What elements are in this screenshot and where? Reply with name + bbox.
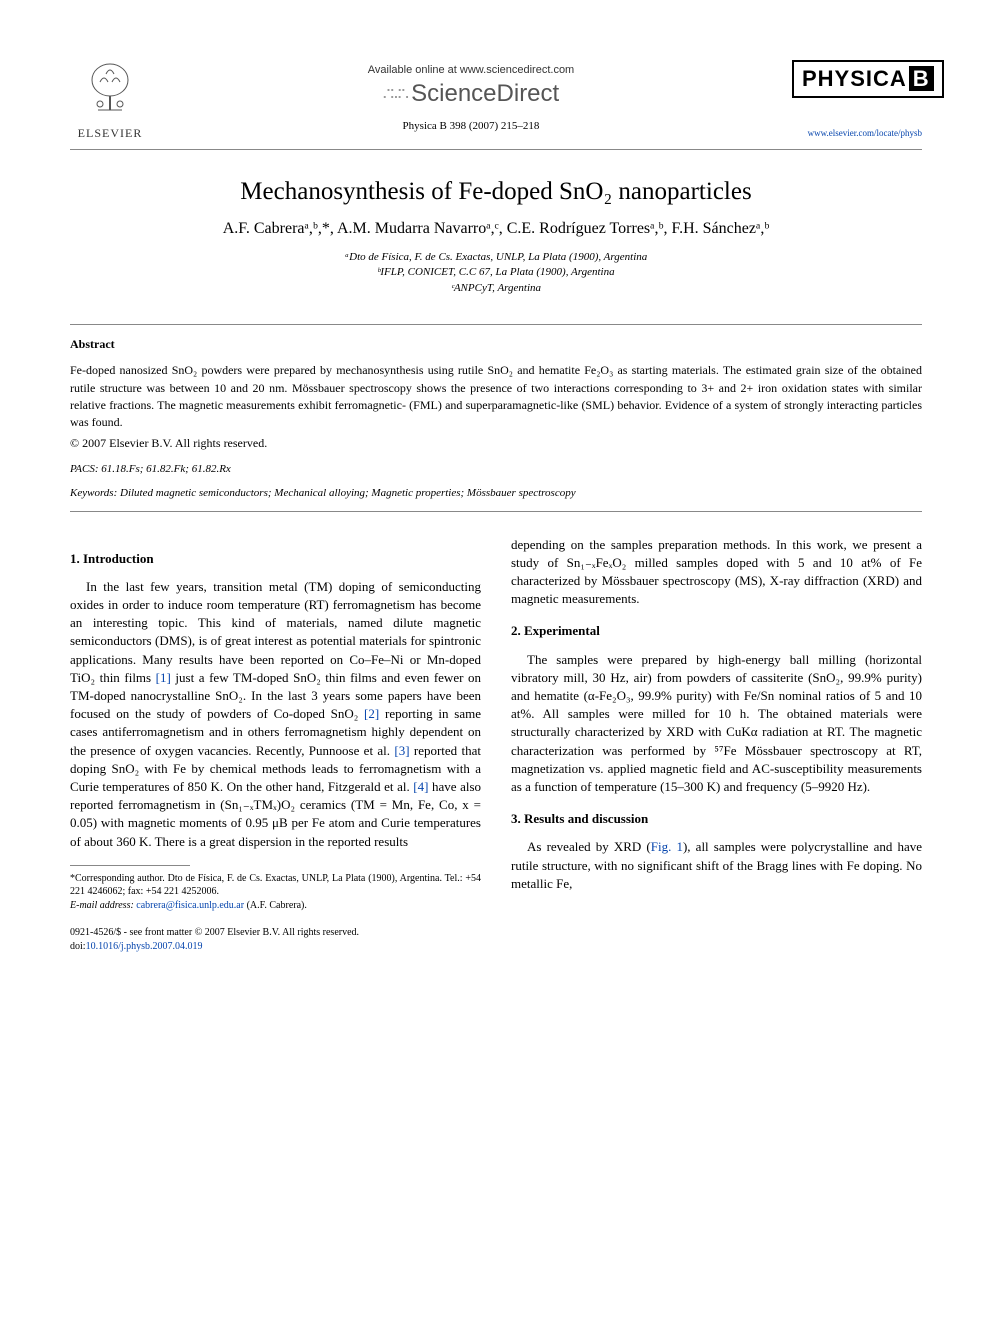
header-row: ELSEVIER Available online at www.science… bbox=[70, 60, 922, 141]
paper-title: Mechanosynthesis of Fe-doped SnO₂ nanopa… bbox=[70, 178, 922, 206]
doi-label: doi: bbox=[70, 941, 86, 952]
intro-paragraph-1: In the last few years, transition metal … bbox=[70, 578, 481, 851]
ref-link-1[interactable]: [1] bbox=[156, 670, 171, 685]
journal-url-link[interactable]: www.elsevier.com/locate/physb bbox=[808, 128, 922, 138]
fig-link-1[interactable]: Fig. 1 bbox=[651, 839, 683, 854]
physica-b-logo: PHYSICAB bbox=[792, 60, 944, 98]
elsevier-tree-icon bbox=[70, 60, 150, 126]
pacs-line: PACS: 61.18.Fs; 61.82.Fk; 61.82.Rx bbox=[70, 463, 922, 475]
elsevier-logo: ELSEVIER bbox=[70, 60, 150, 141]
physica-text: PHYSICA bbox=[802, 66, 907, 91]
experimental-heading: 2. Experimental bbox=[511, 622, 922, 640]
results-text-1a: As revealed by XRD ( bbox=[527, 839, 651, 854]
science-direct-text: ScienceDirect bbox=[411, 80, 559, 108]
email-suffix: (A.F. Cabrera). bbox=[244, 900, 307, 911]
abstract-top-rule bbox=[70, 324, 922, 325]
doi-line: doi:10.1016/j.physb.2007.04.019 bbox=[70, 940, 481, 954]
journal-logo-block: PHYSICAB www.elsevier.com/locate/physb bbox=[792, 60, 922, 138]
abstract-heading: Abstract bbox=[70, 337, 922, 352]
journal-url[interactable]: www.elsevier.com/locate/physb bbox=[792, 128, 922, 138]
keywords-line: Keywords: Diluted magnetic semiconductor… bbox=[70, 487, 922, 499]
elsevier-label: ELSEVIER bbox=[70, 126, 150, 141]
results-paragraph-1: As revealed by XRD (Fig. 1), all samples… bbox=[511, 838, 922, 893]
abstract-text: Fe-doped nanosized SnO₂ powders were pre… bbox=[70, 362, 922, 432]
footnote-corresponding: *Corresponding author. Dto de Física, F.… bbox=[70, 872, 481, 899]
left-column: 1. Introduction In the last few years, t… bbox=[70, 536, 481, 954]
corresponding-author-footnote: *Corresponding author. Dto de Física, F.… bbox=[70, 872, 481, 913]
sd-dots-icon: ∴∵∴ bbox=[383, 84, 405, 105]
science-direct-logo: ∴∵∴ ScienceDirect bbox=[150, 80, 792, 108]
center-header: Available online at www.sciencedirect.co… bbox=[150, 60, 792, 132]
top-rule bbox=[70, 149, 922, 150]
abstract-bottom-rule bbox=[70, 511, 922, 512]
right-column: depending on the samples preparation met… bbox=[511, 536, 922, 954]
introduction-heading: 1. Introduction bbox=[70, 550, 481, 568]
affiliation-c: ᶜANPCyT, Argentina bbox=[70, 281, 922, 296]
doi-link[interactable]: 10.1016/j.physb.2007.04.019 bbox=[86, 941, 203, 952]
experimental-paragraph: The samples were prepared by high-energy… bbox=[511, 651, 922, 797]
authors-line: A.F. Cabreraᵃ,ᵇ,*, A.M. Mudarra Navarroᵃ… bbox=[70, 220, 922, 238]
affiliations-block: ᵃDto de Física, F. de Cs. Exactas, UNLP,… bbox=[70, 250, 922, 296]
footnote-email-line: E-mail address: cabrera@fisica.unlp.edu.… bbox=[70, 899, 481, 913]
ref-link-2[interactable]: [2] bbox=[364, 706, 379, 721]
affiliation-a: ᵃDto de Física, F. de Cs. Exactas, UNLP,… bbox=[70, 250, 922, 265]
footer-meta: 0921-4526/$ - see front matter © 2007 El… bbox=[70, 926, 481, 953]
affiliation-b: ᵇIFLP, CONICET, C.C 67, La Plata (1900),… bbox=[70, 265, 922, 280]
intro-paragraph-2: depending on the samples preparation met… bbox=[511, 536, 922, 609]
abstract-copyright: © 2007 Elsevier B.V. All rights reserved… bbox=[70, 436, 922, 451]
two-column-body: 1. Introduction In the last few years, t… bbox=[70, 536, 922, 954]
issn-line: 0921-4526/$ - see front matter © 2007 El… bbox=[70, 926, 481, 940]
email-label: E-mail address: bbox=[70, 900, 136, 911]
ref-link-3[interactable]: [3] bbox=[394, 743, 409, 758]
paper-page: ELSEVIER Available online at www.science… bbox=[0, 0, 992, 993]
available-online-text: Available online at www.sciencedirect.co… bbox=[150, 64, 792, 76]
citation-line: Physica B 398 (2007) 215–218 bbox=[150, 120, 792, 132]
physica-letter: B bbox=[909, 66, 934, 91]
ref-link-4[interactable]: [4] bbox=[413, 779, 428, 794]
email-link[interactable]: cabrera@fisica.unlp.edu.ar bbox=[136, 900, 244, 911]
abstract-body: Fe-doped nanosized SnO₂ powders were pre… bbox=[70, 363, 922, 429]
results-heading: 3. Results and discussion bbox=[511, 810, 922, 828]
footnote-rule bbox=[70, 865, 190, 866]
